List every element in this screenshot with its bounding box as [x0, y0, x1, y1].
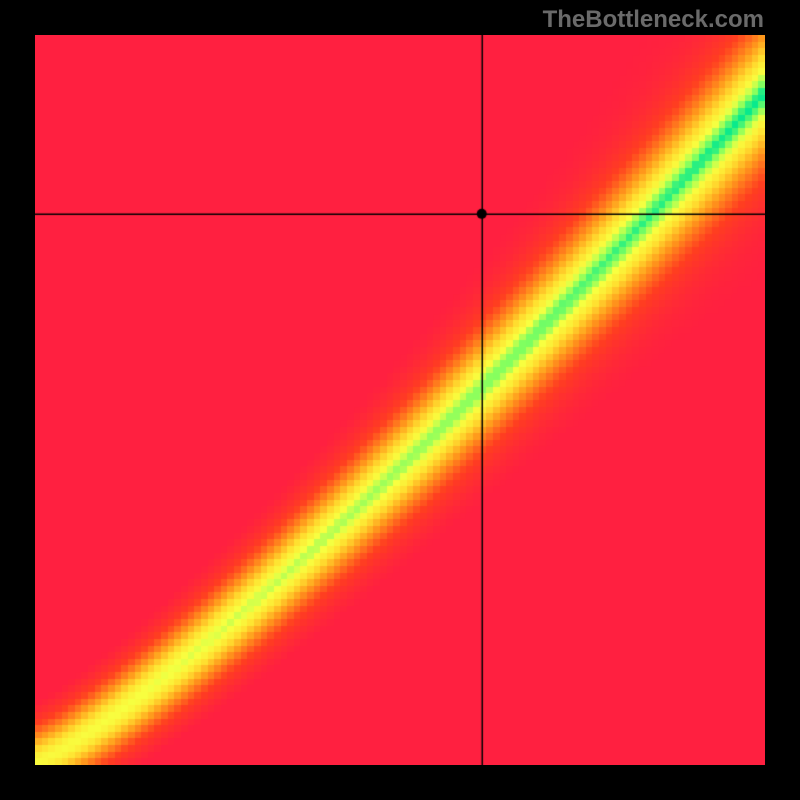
chart-container: TheBottleneck.com — [0, 0, 800, 800]
watermark-label: TheBottleneck.com — [543, 6, 764, 34]
bottleneck-heatmap — [35, 35, 765, 765]
